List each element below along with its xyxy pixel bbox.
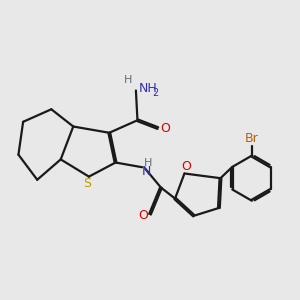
Text: S: S [83, 177, 92, 190]
Text: H: H [144, 158, 153, 168]
Text: O: O [160, 122, 170, 135]
Text: H: H [124, 76, 132, 85]
Text: O: O [181, 160, 191, 173]
Text: N: N [142, 165, 152, 178]
Text: NH: NH [138, 82, 157, 95]
Text: O: O [138, 209, 148, 222]
Text: 2: 2 [152, 88, 158, 98]
Text: Br: Br [245, 132, 259, 145]
